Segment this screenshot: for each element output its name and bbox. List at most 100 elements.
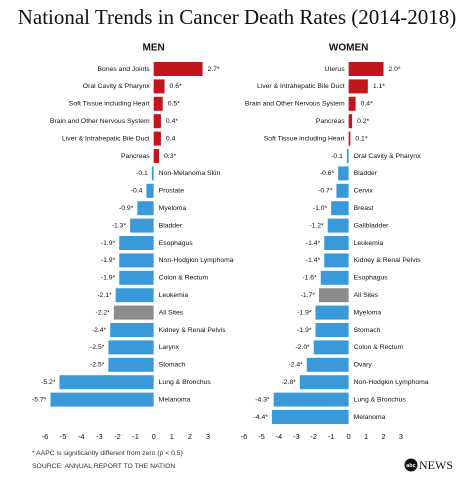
- bar: [324, 236, 349, 250]
- value-label: -2.4*: [92, 327, 107, 334]
- category-label: Kidney & Renal Pelvis: [354, 257, 421, 264]
- bar: [119, 236, 154, 250]
- x-tick-label: -1: [328, 432, 335, 441]
- value-label: 0.5*: [168, 101, 180, 108]
- value-label: -2.1*: [97, 292, 112, 299]
- category-label: Colon & Rectum: [159, 275, 209, 282]
- category-label: Liver & Intrahepatic Bile Duct: [62, 135, 150, 142]
- category-label: Myeloma: [354, 309, 382, 316]
- category-label: Melanoma: [159, 396, 191, 403]
- chart-title: National Trends in Cancer Death Rates (2…: [18, 5, 457, 29]
- value-label: -1.6*: [302, 275, 317, 282]
- category-label: Brain and Other Nervous System: [50, 118, 150, 125]
- value-label: -0.4: [131, 188, 143, 195]
- value-label: -5.2*: [41, 379, 56, 386]
- x-tick-label: 1: [170, 432, 174, 441]
- bar: [271, 410, 349, 424]
- bar: [348, 79, 368, 94]
- value-label: 0.6*: [170, 83, 182, 90]
- bar: [320, 270, 349, 285]
- category-label: Melanoma: [354, 414, 386, 421]
- category-label: Oral Cavity & Pharynx: [354, 153, 421, 160]
- category-label: Bladder: [159, 222, 183, 229]
- category-label: All Sites: [159, 309, 184, 316]
- category-label: Larynx: [159, 344, 180, 351]
- x-tick-label: -5: [60, 432, 67, 441]
- logo-circle: [404, 458, 418, 472]
- bar: [146, 183, 154, 198]
- value-label: -1.9*: [101, 257, 116, 264]
- x-tick-label: -3: [293, 432, 300, 441]
- value-label: -2.5*: [90, 362, 105, 369]
- bar: [130, 218, 154, 233]
- bar: [59, 375, 154, 390]
- x-tick-label: 3: [399, 432, 403, 441]
- footnote: * AAPC is significantly different from z…: [32, 450, 183, 457]
- value-label: -1.9*: [297, 309, 312, 316]
- category-label: Esophagus: [159, 240, 194, 247]
- x-tick-label: -4: [276, 432, 283, 441]
- x-tick-label: -6: [42, 432, 49, 441]
- x-tick-label: -1: [132, 432, 139, 441]
- category-label: Stomach: [354, 327, 381, 334]
- value-label: -4.4*: [254, 414, 269, 421]
- category-label: Ovary: [354, 362, 373, 369]
- category-label: Pancreas: [316, 118, 345, 125]
- panel-title: WOMEN: [329, 43, 368, 54]
- x-tick-label: -2: [310, 432, 317, 441]
- category-label: Uterus: [325, 66, 346, 73]
- bar: [327, 218, 349, 233]
- value-label: -2.2*: [95, 309, 110, 316]
- bar: [338, 166, 349, 181]
- bar: [315, 323, 349, 337]
- category-label: Non-Melanoma Skin: [159, 170, 221, 177]
- bar: [151, 166, 154, 181]
- bar: [110, 323, 154, 337]
- bar: [348, 114, 353, 129]
- category-label: Kidney & Renal Pelvis: [159, 327, 226, 334]
- bar: [348, 62, 384, 76]
- x-tick-label: 2: [188, 432, 192, 441]
- bar: [273, 392, 349, 407]
- value-label: -1.3*: [112, 222, 127, 229]
- source: SOURCE: ANNUAL REPORT TO THE NATION: [32, 463, 175, 470]
- x-tick-label: -4: [78, 432, 85, 441]
- value-label: -2.5*: [90, 344, 105, 351]
- bar: [348, 96, 356, 111]
- category-label: Leukemia: [159, 292, 189, 299]
- value-label: -1.7*: [301, 292, 316, 299]
- category-label: Stomach: [159, 362, 186, 369]
- value-label: 2.7*: [208, 66, 220, 73]
- value-label: -1.9*: [297, 327, 312, 334]
- value-label: -2.8*: [281, 379, 296, 386]
- bar: [336, 183, 349, 198]
- x-tick-label: 3: [206, 432, 210, 441]
- bar: [346, 149, 349, 163]
- category-label: All Sites: [354, 292, 379, 299]
- bar: [113, 305, 154, 320]
- value-label: -0.1: [136, 170, 148, 177]
- bar: [153, 62, 203, 76]
- value-label: -1.4*: [306, 240, 321, 247]
- category-label: Cervix: [354, 188, 374, 195]
- bar: [153, 96, 163, 111]
- value-label: -4.3*: [255, 396, 270, 403]
- bar: [153, 114, 161, 129]
- bar: [153, 79, 165, 94]
- category-label: Bladder: [354, 170, 378, 177]
- value-label: -2.0*: [295, 344, 310, 351]
- value-label: -0.9*: [119, 205, 134, 212]
- category-label: Gallbladder: [354, 222, 389, 229]
- category-label: Lung & Bronchus: [159, 379, 212, 386]
- value-label: -1.9*: [101, 275, 116, 282]
- category-label: Liver & Intrahepatic Bile Duct: [257, 83, 345, 90]
- category-label: Colon & Rectum: [354, 344, 404, 351]
- x-tick-label: 1: [364, 432, 368, 441]
- value-label: -1.9*: [101, 240, 116, 247]
- x-tick-label: -6: [241, 432, 248, 441]
- category-label: Soft Tissue including Heart: [264, 135, 345, 142]
- bar: [306, 357, 349, 372]
- bar: [153, 131, 161, 146]
- category-label: Myeloma: [159, 205, 187, 212]
